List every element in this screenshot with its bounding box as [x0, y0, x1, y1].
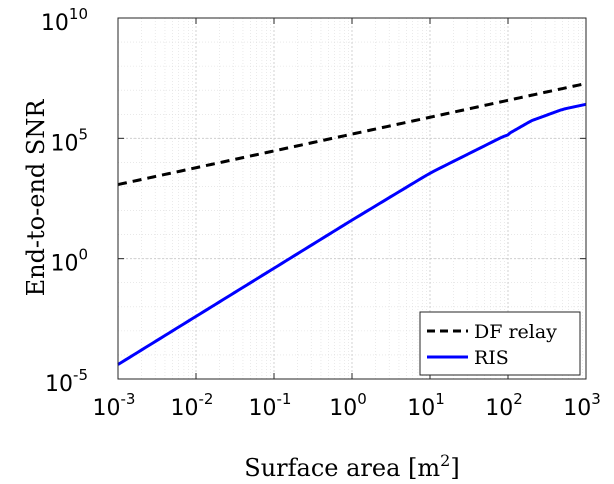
x-axis-label: Surface area [m2]: [244, 451, 459, 482]
x-tick-label-base: 10: [485, 396, 513, 421]
y-tick-label: 100: [50, 246, 88, 277]
y-tick-label-exponent: 10: [69, 5, 88, 23]
y-tick-label-exponent: 0: [78, 246, 88, 264]
x-tick-label-exponent: 0: [357, 390, 367, 408]
x-tick-label: 10-2: [171, 390, 214, 421]
y-tick-label: 1010: [41, 5, 88, 36]
x-tick-label-base: 10: [563, 396, 591, 421]
x-tick-label-exponent: -3: [121, 390, 136, 408]
y-tick-label-exponent: -5: [73, 366, 88, 384]
x-tick-label-base: 10: [171, 396, 199, 421]
y-tick-label: 105: [50, 125, 88, 156]
x-tick-label: 103: [563, 390, 601, 421]
y-tick-label-base: 10: [45, 372, 73, 397]
x-tick-label: 10-3: [93, 390, 136, 421]
x-tick-label-exponent: -1: [277, 390, 292, 408]
legend-label-df-relay: DF relay: [474, 321, 557, 343]
y-tick-label-base: 10: [41, 11, 69, 36]
x-tick-label-exponent: 1: [435, 390, 445, 408]
y-tick-label-exponent: 5: [78, 125, 88, 143]
y-tick-label: 10-5: [45, 366, 88, 397]
x-tick-label-base: 10: [249, 396, 277, 421]
x-tick-label: 101: [407, 390, 445, 421]
y-axis-label: End-to-end SNR: [22, 99, 50, 297]
x-tick-label: 102: [485, 390, 523, 421]
x-tick-labels: 10-3 10-2 10-1 100 101 102 103: [93, 390, 601, 421]
y-tick-label-base: 10: [50, 252, 78, 277]
x-axis-label-tail: ]: [450, 454, 459, 482]
legend-box: [419, 311, 581, 376]
legend-label-ris: RIS: [474, 347, 509, 369]
y-tick-label-base: 10: [50, 131, 78, 156]
x-tick-label-base: 10: [407, 396, 435, 421]
legend: DF relay RIS: [419, 311, 581, 376]
x-tick-label-exponent: 2: [513, 390, 523, 408]
x-axis-label-main: Surface area [m: [244, 454, 440, 482]
x-axis-label-superscript: 2: [440, 451, 450, 470]
x-tick-label-exponent: 3: [591, 390, 601, 408]
x-tick-label-exponent: -2: [199, 390, 214, 408]
series-line-ris: [117, 102, 587, 366]
x-tick-label-base: 10: [93, 396, 121, 421]
x-tick-label: 100: [329, 390, 367, 421]
x-tick-label: 10-1: [249, 390, 292, 421]
series-line-df-relay: [117, 82, 587, 187]
series-layer: [117, 82, 587, 366]
x-tick-label-base: 10: [329, 396, 357, 421]
